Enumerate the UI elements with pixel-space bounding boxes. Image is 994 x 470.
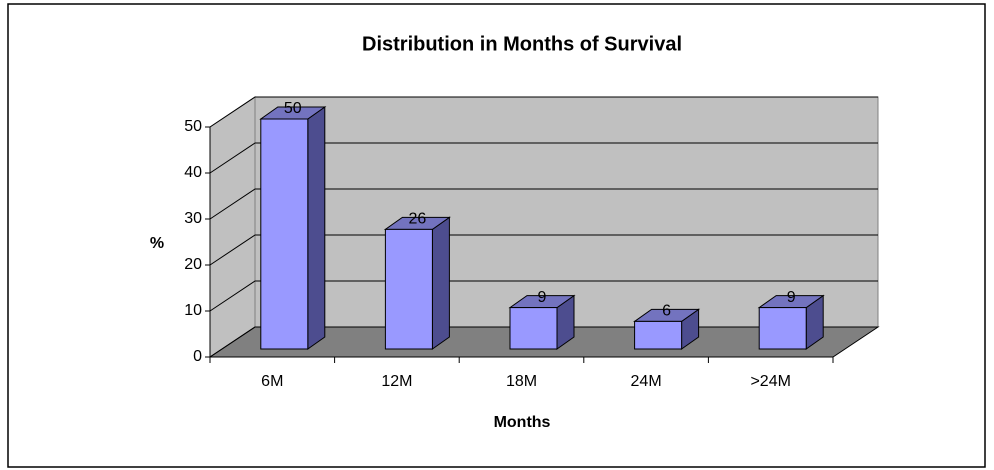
value-label: 9 <box>538 289 547 306</box>
back-wall <box>254 96 879 328</box>
y-tick-label: 30 <box>184 210 202 227</box>
value-label: 6 <box>662 303 671 320</box>
y-tick-label: 40 <box>184 164 202 181</box>
y-tick-label: 50 <box>184 118 202 135</box>
y-axis-title: % <box>150 235 164 252</box>
y-tick-label: 10 <box>184 302 202 319</box>
grid-line <box>209 142 878 174</box>
value-label: 50 <box>284 100 302 117</box>
plot-area: 0 10 20 30 40 50 6M 50 12M 26 18M 9 24M 6 >24M 9 <box>184 96 880 390</box>
x-tick-label: >24M <box>750 373 790 390</box>
bar <box>384 228 433 350</box>
x-tick-label: 24M <box>631 373 662 390</box>
y-tick-label: 20 <box>184 256 202 273</box>
bar-side <box>431 216 450 350</box>
grid-line <box>209 96 878 128</box>
y-tick-label: 0 <box>193 348 202 365</box>
side-wall <box>209 96 256 358</box>
grid-line <box>209 280 878 312</box>
value-label: 26 <box>409 211 427 228</box>
grid-line <box>209 234 878 266</box>
grid-line <box>209 188 878 220</box>
bar <box>758 307 807 350</box>
x-tick-label: 6M <box>261 373 283 390</box>
x-axis-title: Months <box>494 414 551 431</box>
bar-side <box>307 106 326 350</box>
x-tick-label: 18M <box>506 373 537 390</box>
chart-title: Distribution in Months of Survival <box>362 33 682 55</box>
x-tick-label: 12M <box>381 373 412 390</box>
value-label: 9 <box>787 289 796 306</box>
bar <box>509 307 558 350</box>
bar <box>260 118 309 350</box>
bar <box>634 320 683 350</box>
